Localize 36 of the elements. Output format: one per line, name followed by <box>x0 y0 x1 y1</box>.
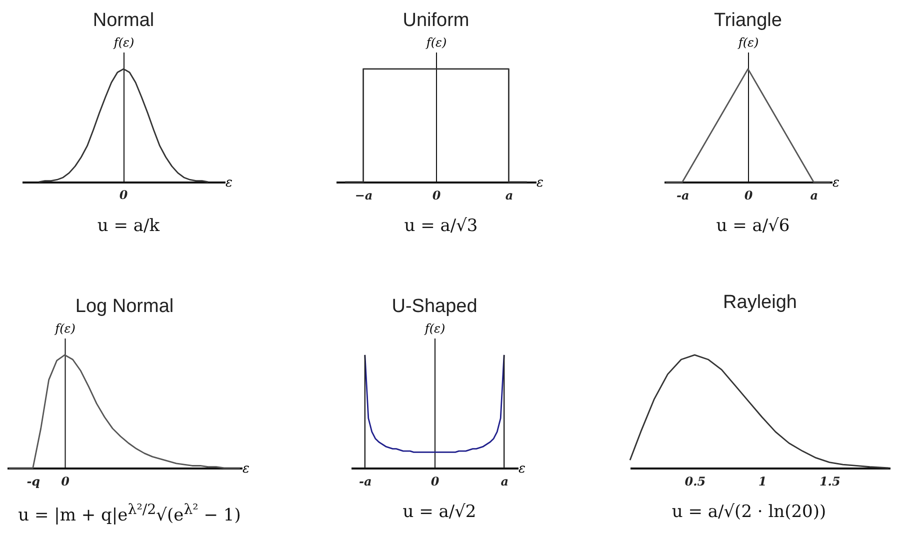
x-tick-label: a <box>500 474 508 488</box>
text: u = a/√6 <box>715 216 791 236</box>
x-tick-label: 0.5 <box>684 474 706 488</box>
y-axis-title: f(ε) <box>54 322 76 336</box>
x-tick-label: -a <box>359 474 372 488</box>
text: u = a/√2 <box>402 502 478 522</box>
x-tick-label: 0 <box>744 188 754 202</box>
x-tick-label: −a <box>354 188 373 202</box>
chart-title: Rayleigh <box>723 292 797 313</box>
y-axis-title: f(ε) <box>737 36 759 50</box>
x-tick-label: 1 <box>758 474 767 488</box>
text: u = a/√3 <box>403 216 479 236</box>
y-axis-title: f(ε) <box>425 36 447 50</box>
x-tick-label: 1.5 <box>819 474 840 488</box>
x-axis-title: ε <box>518 462 526 476</box>
chart-title: Triangle <box>714 10 782 31</box>
chart-title: Normal <box>92 10 154 31</box>
x-tick-label: -q <box>26 474 40 488</box>
x-axis-title: ε <box>536 176 544 190</box>
x-axis-title: ε <box>242 462 250 476</box>
chart-title: U-Shaped <box>392 296 478 317</box>
x-tick-label: -a <box>676 188 690 202</box>
x-tick-label: a <box>810 188 818 202</box>
chart-title: Uniform <box>402 10 470 31</box>
x-tick-label: 0 <box>430 474 440 488</box>
text: u = a/√(2 · ln(20)) <box>670 502 828 522</box>
x-tick-label: 0 <box>432 188 442 202</box>
text: u = |m + q|e$^{λ²/2}$√(e$^{λ²}$ − 1) <box>17 502 242 526</box>
x-axis-title: ε <box>832 176 840 190</box>
x-tick-label: a <box>505 188 514 202</box>
text: u = a/k <box>96 216 161 236</box>
y-axis-title: f(ε) <box>424 322 446 336</box>
x-axis-title: ε <box>226 176 232 190</box>
chart-title: Log Normal <box>75 296 174 317</box>
x-tick-label: 0 <box>61 474 70 488</box>
y-axis-title: f(ε) <box>112 36 134 50</box>
